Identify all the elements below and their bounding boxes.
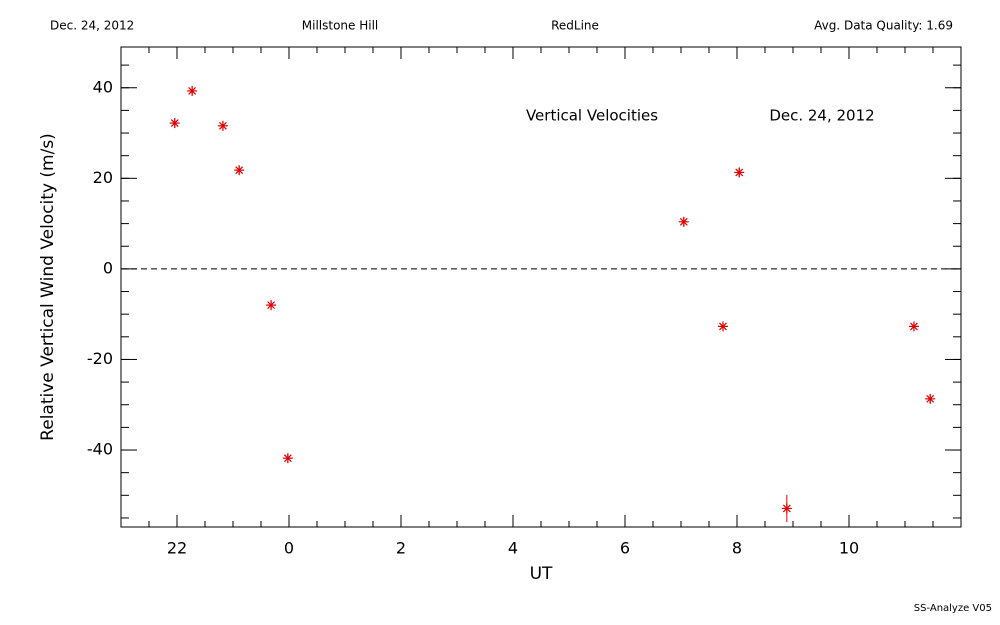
y-tick-label: 40 [93,77,113,96]
point [234,165,245,176]
footer: SS-Analyze V05 [914,603,992,614]
point-stroke [188,87,197,95]
point-stroke [283,454,292,463]
point-stroke [679,217,688,226]
point [908,321,919,332]
x-tick-label: 8 [732,539,742,558]
point-stroke [719,322,727,331]
y-tick-label: 0 [103,258,113,277]
header-site: Millstone Hill [302,19,378,33]
point [734,167,745,178]
point [187,85,198,96]
annotation: Vertical Velocities [526,107,658,125]
point [266,300,277,311]
point-stroke [735,168,744,177]
x-tick-label: 10 [839,539,859,558]
x-axis-label: UT [530,564,553,584]
point [781,503,792,514]
point [718,321,728,332]
x-tick-label: 0 [284,539,294,558]
point [925,393,936,404]
point-stroke [910,322,918,331]
x-tick-label: 4 [508,539,518,558]
annotation: Dec. 24, 2012 [769,107,874,125]
x-tick-label: 6 [620,539,630,558]
point-stroke [235,166,244,175]
point [282,453,293,464]
y-tick-label: 20 [93,168,113,187]
point [217,120,228,131]
y-tick-label: -20 [87,349,113,368]
y-axis-label: Relative Vertical Wind Velocity (m/s) [38,133,58,441]
x-tick-label: 22 [167,539,187,558]
y-tick-label: -40 [87,440,113,459]
point [678,216,689,227]
header-quality: Avg. Data Quality: 1.69 [814,19,953,33]
point-stroke [926,394,935,403]
point-stroke [267,301,276,310]
point-stroke [782,504,791,513]
point-stroke [170,119,179,127]
point-stroke [218,121,227,130]
header-date: Dec. 24, 2012 [50,19,134,33]
x-tick-label: 2 [396,539,406,558]
point [169,118,180,129]
header-line: RedLine [551,19,599,33]
